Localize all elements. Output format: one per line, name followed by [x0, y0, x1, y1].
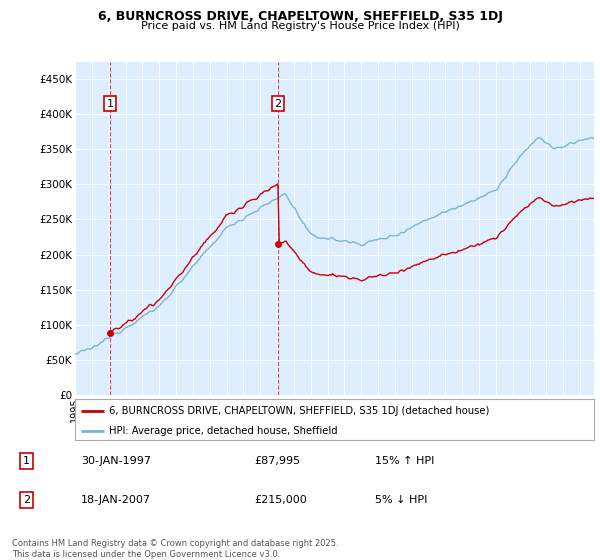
Text: Price paid vs. HM Land Registry's House Price Index (HPI): Price paid vs. HM Land Registry's House …	[140, 21, 460, 31]
Text: 2: 2	[274, 99, 281, 109]
Text: 18-JAN-2007: 18-JAN-2007	[81, 495, 151, 505]
Text: 15% ↑ HPI: 15% ↑ HPI	[375, 456, 434, 466]
Text: 1: 1	[107, 99, 113, 109]
Text: 30-JAN-1997: 30-JAN-1997	[81, 456, 151, 466]
Text: 1: 1	[23, 456, 30, 466]
Text: 5% ↓ HPI: 5% ↓ HPI	[375, 495, 427, 505]
Text: 6, BURNCROSS DRIVE, CHAPELTOWN, SHEFFIELD, S35 1DJ (detached house): 6, BURNCROSS DRIVE, CHAPELTOWN, SHEFFIEL…	[109, 405, 489, 416]
Text: £215,000: £215,000	[254, 495, 307, 505]
Text: HPI: Average price, detached house, Sheffield: HPI: Average price, detached house, Shef…	[109, 426, 337, 436]
Text: 2: 2	[23, 495, 30, 505]
Text: Contains HM Land Registry data © Crown copyright and database right 2025.
This d: Contains HM Land Registry data © Crown c…	[12, 539, 338, 559]
Text: 6, BURNCROSS DRIVE, CHAPELTOWN, SHEFFIELD, S35 1DJ: 6, BURNCROSS DRIVE, CHAPELTOWN, SHEFFIEL…	[98, 10, 502, 23]
Text: £87,995: £87,995	[254, 456, 300, 466]
